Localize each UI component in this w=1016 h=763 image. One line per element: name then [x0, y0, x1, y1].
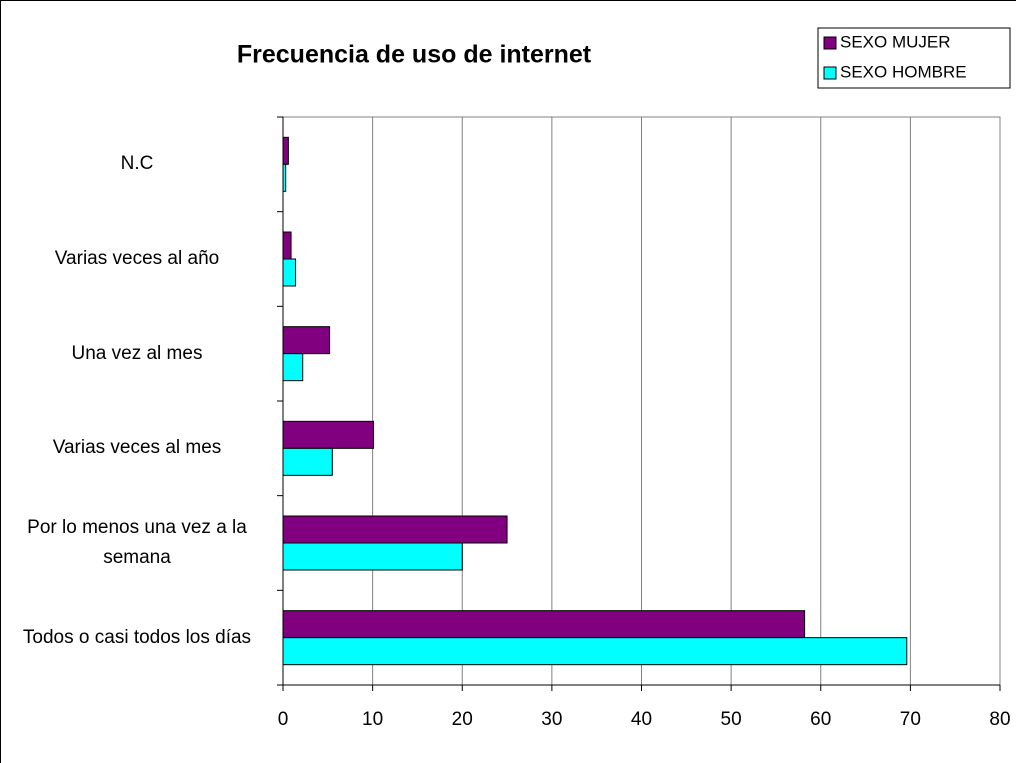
y-tick-label: Una vez al mes: [71, 342, 203, 364]
x-tick-label: 60: [810, 709, 831, 730]
legend-box: [817, 27, 1011, 89]
x-tick-label: 70: [900, 709, 921, 730]
bar: [282, 610, 806, 639]
x-tick-label: 30: [541, 709, 562, 730]
bar: [282, 258, 297, 287]
legend-swatch: [823, 66, 837, 80]
legend-label: SEXO MUJER: [840, 32, 951, 51]
bar: [282, 136, 289, 165]
y-tick-label: Por lo menos una vez a la semana: [27, 517, 247, 568]
legend-swatch: [823, 36, 837, 50]
y-tick-label: N.C: [120, 153, 154, 175]
y-tick-label: Varias veces al mes: [52, 437, 222, 459]
bar: [282, 353, 304, 382]
bar: [282, 163, 287, 192]
legend-label: SEXO HOMBRE: [840, 62, 967, 81]
x-tick-label: 20: [452, 709, 473, 730]
bar: [282, 420, 375, 449]
bar: [282, 542, 463, 571]
bar: [282, 231, 292, 260]
y-tick-label: Todos o casi todos los días: [22, 626, 252, 648]
bar: [282, 637, 908, 666]
x-tick-label: 50: [721, 709, 742, 730]
chart-title: Frecuencia de uso de internet: [237, 41, 592, 69]
bar: [282, 326, 331, 355]
x-tick-label: 80: [989, 709, 1010, 730]
x-tick-label: 10: [362, 709, 383, 730]
y-tick-label: Varias veces al año: [54, 248, 220, 269]
x-tick-label: 40: [631, 709, 652, 730]
x-tick-label: 0: [278, 709, 289, 730]
bar: [282, 515, 508, 544]
bar: [282, 447, 333, 476]
